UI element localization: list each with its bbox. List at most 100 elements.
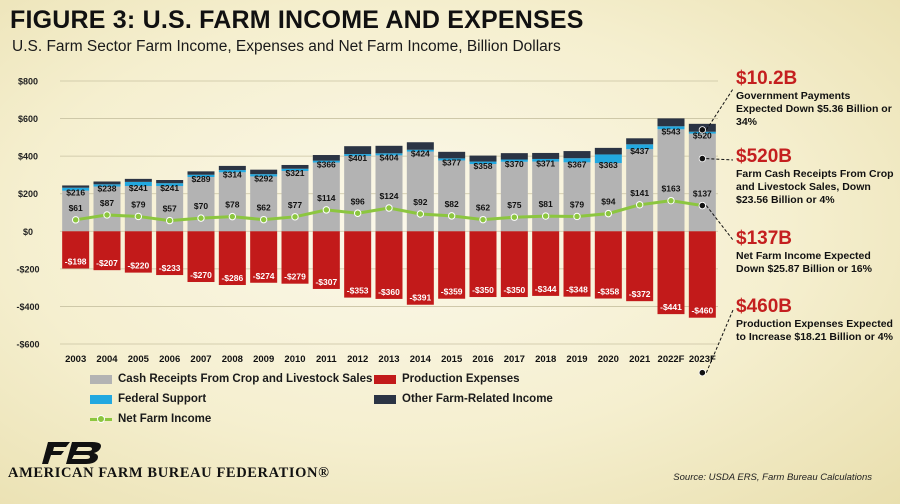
legend-swatch bbox=[90, 394, 112, 404]
annotation-leader-line bbox=[705, 88, 734, 131]
bar-other-income bbox=[406, 142, 434, 150]
bar-production-expenses bbox=[312, 231, 340, 289]
y-tick-label: -$400 bbox=[16, 302, 39, 312]
net-farm-income-point bbox=[197, 214, 205, 222]
net-farm-income-point bbox=[134, 212, 143, 221]
bar-federal-support bbox=[156, 183, 184, 187]
bar-other-income bbox=[532, 152, 560, 159]
bar-federal-support bbox=[218, 170, 246, 173]
production-expenses-data-label: -$233 bbox=[159, 263, 181, 273]
net-farm-income-data-label: $81 bbox=[539, 199, 553, 209]
net-farm-income-point bbox=[385, 204, 393, 212]
legend-production-expenses: Production Expenses bbox=[374, 373, 520, 385]
legend-label: Other Farm-Related Income bbox=[402, 393, 553, 405]
y-tick-label: $800 bbox=[18, 77, 38, 87]
bar-cash-receipts bbox=[312, 162, 340, 232]
bar-other-income bbox=[657, 118, 685, 127]
chart-title: FIGURE 3: U.S. FARM INCOME AND EXPENSES bbox=[10, 6, 584, 34]
annotation-leader-line bbox=[705, 309, 734, 373]
production-expenses-data-label: -$274 bbox=[253, 271, 275, 281]
bar-federal-support bbox=[62, 187, 90, 191]
legend-label: Production Expenses bbox=[402, 373, 520, 385]
net-farm-income-point bbox=[447, 212, 456, 220]
bar-federal-support bbox=[500, 159, 528, 162]
bar-production-expenses bbox=[563, 231, 591, 297]
net-farm-income-point bbox=[259, 215, 268, 224]
bar-federal-support bbox=[93, 184, 121, 187]
annotation-cash-receipts: $520B Farm Cash Receipts From Crop and L… bbox=[736, 146, 898, 207]
legend-label: Cash Receipts From Crop and Livestock Sa… bbox=[118, 373, 373, 385]
bar-production-expenses bbox=[250, 231, 278, 283]
legend-cash-receipts: Cash Receipts From Crop and Livestock Sa… bbox=[90, 373, 372, 385]
x-tick-label: 2018 bbox=[535, 354, 556, 365]
annotation-value: $460B bbox=[736, 296, 792, 317]
production-expenses-data-label: -$198 bbox=[65, 256, 87, 266]
chart-subtitle: U.S. Farm Sector Farm Income, Expenses a… bbox=[12, 38, 561, 55]
production-expenses-data-label: -$286 bbox=[221, 273, 243, 283]
annotation-leader-line bbox=[706, 158, 734, 161]
cash-receipts-data-label: $289 bbox=[192, 174, 211, 184]
net-farm-income-point bbox=[510, 213, 519, 221]
legend-other-income: Other Farm-Related Income bbox=[374, 393, 553, 405]
net-farm-income-data-label: $78 bbox=[225, 200, 239, 210]
annotation-value: $10.2B bbox=[736, 68, 798, 89]
net-farm-income-data-label: $92 bbox=[413, 197, 427, 207]
x-tick-label: 2020 bbox=[598, 354, 619, 365]
x-tick-label: 2014 bbox=[410, 354, 432, 365]
bar-cash-receipts bbox=[62, 190, 90, 232]
x-tick-label: 2010 bbox=[284, 354, 305, 365]
production-expenses-data-label: -$350 bbox=[472, 285, 494, 295]
annotation-marker bbox=[698, 155, 706, 163]
bar-federal-support bbox=[563, 158, 591, 163]
net-farm-income-data-label: $75 bbox=[507, 200, 521, 210]
legend-swatch bbox=[90, 374, 112, 384]
x-tick-label: 2004 bbox=[96, 354, 118, 365]
annotation-production-expenses: $460B Production Expenses Expected to In… bbox=[736, 296, 898, 344]
net-farm-income-data-label: $79 bbox=[570, 199, 584, 209]
bar-production-expenses bbox=[218, 231, 246, 286]
organization-name: AMERICAN FARM BUREAU FEDERATION® bbox=[8, 465, 330, 481]
annotation-text: Government Payments Expected Down $5.36 … bbox=[736, 90, 892, 128]
bar-federal-support bbox=[594, 154, 622, 164]
bar-production-expenses bbox=[438, 231, 466, 299]
bar-production-expenses bbox=[62, 231, 90, 269]
net-farm-income-point bbox=[165, 216, 174, 225]
net-farm-income-point bbox=[479, 215, 487, 224]
net-farm-income-point bbox=[635, 201, 644, 209]
cash-receipts-data-label: $314 bbox=[223, 169, 242, 179]
x-tick-label: 2013 bbox=[378, 354, 399, 365]
production-expenses-data-label: -$307 bbox=[315, 277, 337, 287]
cash-receipts-data-label: $370 bbox=[505, 159, 524, 169]
production-expenses-data-label: -$348 bbox=[566, 285, 588, 295]
annotation-text: Farm Cash Receipts From Crop and Livesto… bbox=[736, 168, 894, 206]
bar-cash-receipts bbox=[657, 129, 685, 232]
bar-other-income bbox=[438, 151, 466, 159]
bar-other-income bbox=[156, 180, 184, 184]
bar-federal-support bbox=[281, 168, 309, 171]
annotation-marker bbox=[698, 201, 706, 210]
net-farm-income-point bbox=[573, 212, 581, 221]
bar-other-income bbox=[187, 171, 215, 175]
bar-cash-receipts bbox=[438, 160, 466, 232]
production-expenses-data-label: -$391 bbox=[409, 293, 431, 303]
net-farm-income-point bbox=[667, 196, 675, 205]
production-expenses-data-label: -$279 bbox=[284, 272, 306, 282]
net-farm-income-point bbox=[291, 213, 299, 221]
net-farm-income-data-label: $137 bbox=[693, 189, 712, 199]
x-tick-label: 2012 bbox=[347, 354, 368, 365]
bar-cash-receipts bbox=[406, 151, 434, 232]
production-expenses-data-label: -$207 bbox=[96, 258, 118, 268]
bar-other-income bbox=[469, 155, 497, 162]
bar-cash-receipts bbox=[688, 133, 716, 232]
bar-production-expenses bbox=[281, 231, 309, 284]
bar-federal-support bbox=[375, 153, 403, 156]
net-farm-income-data-label: $70 bbox=[194, 201, 208, 211]
bar-cash-receipts bbox=[626, 149, 654, 232]
net-farm-income-point bbox=[541, 212, 550, 220]
cash-receipts-data-label: $363 bbox=[599, 160, 618, 170]
production-expenses-data-label: -$460 bbox=[691, 306, 713, 316]
bar-production-expenses bbox=[406, 231, 434, 305]
production-expenses-data-label: -$372 bbox=[629, 289, 651, 299]
legend-net-farm-income: Net Farm Income bbox=[90, 413, 211, 425]
net-farm-income-data-label: $96 bbox=[351, 196, 365, 206]
